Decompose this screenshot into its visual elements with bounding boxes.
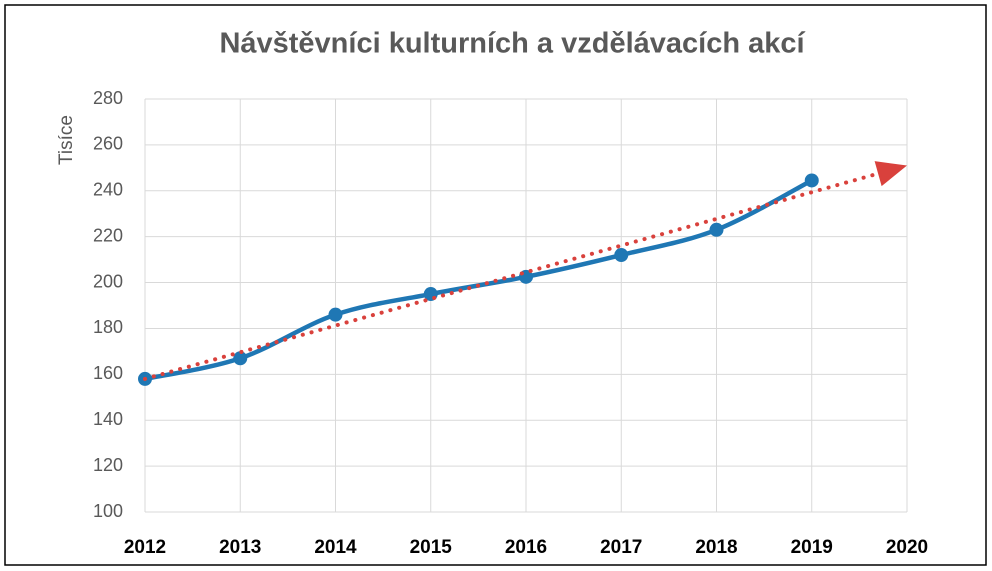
x-tick-label: 2017	[600, 537, 642, 558]
trend-line	[143, 171, 881, 381]
x-tick-label: 2018	[695, 537, 737, 558]
data-point	[233, 351, 248, 366]
y-tick-label: 120	[93, 455, 123, 475]
y-tick-label: 260	[93, 134, 123, 154]
data-point	[614, 248, 629, 263]
trend-arrowhead	[874, 161, 907, 187]
x-tick-label: 2014	[314, 537, 357, 558]
y-tick-label: 100	[93, 501, 123, 521]
y-tick-label: 280	[93, 88, 123, 108]
y-tick-label: 140	[93, 409, 123, 429]
x-tick-label: 2013	[219, 537, 261, 558]
chart-frame	[4, 4, 987, 566]
y-tick-label: 180	[93, 317, 123, 337]
x-tick-label: 2016	[505, 537, 547, 558]
chart-title: Návštěvníci kulturních a vzdělávacích ak…	[219, 28, 805, 60]
y-tick-label: 220	[93, 225, 123, 245]
data-point	[709, 222, 724, 237]
x-tick-label: 2020	[886, 537, 928, 558]
y-tick-label: 240	[93, 180, 123, 200]
y-axis-label: Tisíce	[56, 115, 77, 165]
x-tick-label: 2019	[791, 537, 833, 558]
y-tick-label: 160	[93, 363, 123, 383]
data-point	[328, 307, 343, 322]
data-point	[804, 173, 819, 188]
x-tick-label: 2012	[124, 537, 166, 558]
x-tick-label: 2015	[410, 537, 453, 558]
y-tick-label: 200	[93, 271, 123, 291]
